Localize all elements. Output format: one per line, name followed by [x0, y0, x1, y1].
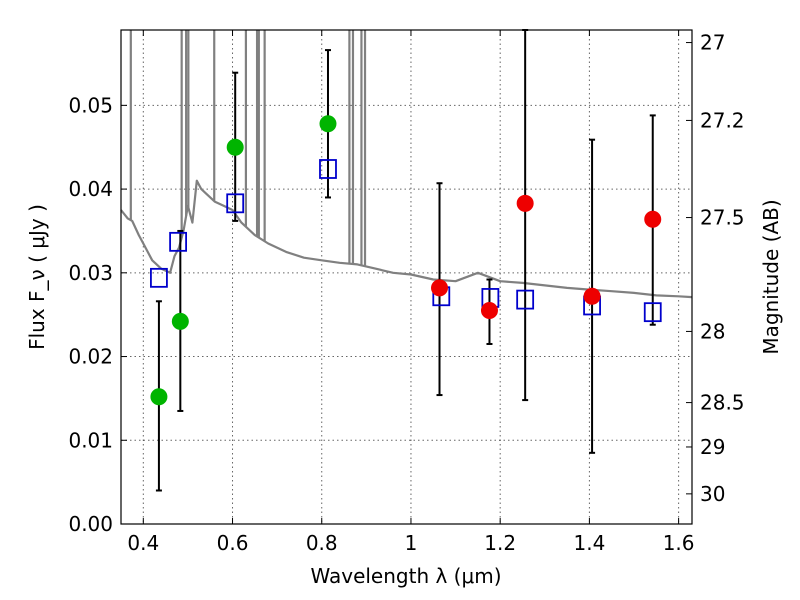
y-axis-label-right: Magnitude (AB) [759, 199, 783, 354]
right-tick-label: 27.2 [700, 108, 745, 132]
x-tick-label: 1 [405, 531, 418, 555]
error-bars [155, 29, 656, 492]
grid [121, 30, 692, 525]
spectrum-layer [120, 30, 693, 299]
model-point [319, 159, 337, 179]
x-tick-label: 0.4 [127, 531, 159, 555]
model-point [169, 231, 188, 252]
observed-point [226, 138, 244, 156]
y-tick-label: 0.02 [68, 345, 113, 369]
observed-point [583, 287, 601, 305]
y-tick-label: 0.03 [68, 261, 113, 285]
model-point [226, 193, 245, 214]
y-tick-label: 0.04 [68, 177, 113, 201]
ticks: 0.4 0.6 0.8 1 1.2 1.4 1.6 0.00 0.01 0.02 0.03 0.04 0… [68, 30, 745, 555]
right-tick-label: 29 [700, 435, 725, 459]
x-axis-label: Wavelength λ (μm) [310, 564, 501, 588]
observed-point [516, 194, 534, 212]
x-tick-label: 0.8 [306, 531, 338, 555]
observed-point [644, 210, 662, 228]
observed-point [480, 301, 498, 319]
model-point [643, 302, 662, 323]
y-tick-label: 0.05 [68, 93, 113, 117]
observed-point [150, 388, 168, 406]
x-tick-label: 1.4 [573, 531, 605, 555]
model-point [150, 267, 168, 288]
right-tick-label: 28 [700, 319, 725, 343]
y-tick-label: 0.01 [68, 428, 113, 452]
model-spectrum-line [120, 179, 693, 299]
observed-point [431, 279, 449, 297]
right-tick-label: 27.5 [700, 206, 745, 230]
plot-frame [120, 29, 693, 525]
data-markers [150, 115, 662, 406]
y-tick-label: 0.00 [68, 512, 113, 536]
y-axis-label: Flux F_ν ( μJy ) [25, 204, 49, 350]
observed-point [171, 312, 189, 330]
right-tick-label: 27 [700, 31, 725, 55]
right-tick-label: 30 [700, 482, 725, 506]
x-tick-label: 1.2 [484, 531, 516, 555]
x-tick-label: 1.6 [663, 531, 695, 555]
observed-point [319, 115, 337, 133]
model-point [516, 289, 535, 310]
x-tick-label: 0.6 [217, 531, 249, 555]
right-tick-label: 28.5 [700, 391, 745, 415]
